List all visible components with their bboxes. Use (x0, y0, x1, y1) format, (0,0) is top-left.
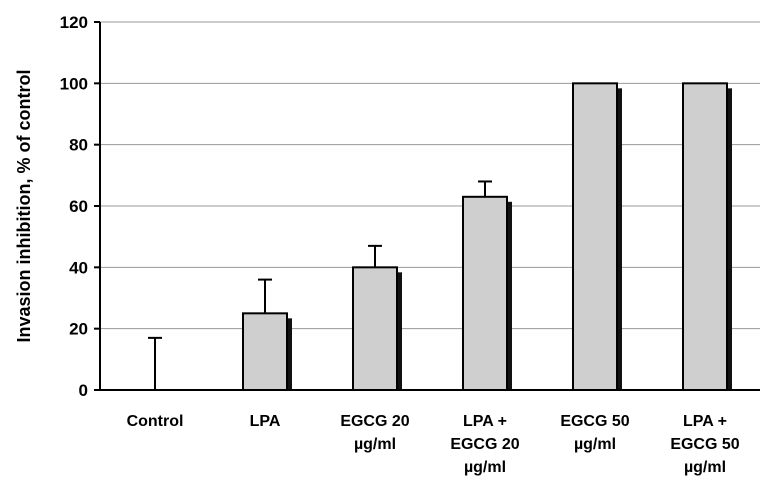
y-tick-label: 80 (69, 136, 88, 155)
y-tick-label: 60 (69, 197, 88, 216)
y-tick-label: 20 (69, 320, 88, 339)
x-category-label-line: µg/ml (464, 459, 506, 476)
bar (572, 82, 618, 391)
x-category-label: EGCG 20 µg/ml (340, 413, 409, 453)
x-category-label-line: Control (127, 413, 184, 430)
x-category-label: Control (127, 413, 184, 430)
gridlines (100, 21, 760, 330)
bar (462, 195, 508, 391)
x-category-label-line: EGCG 20 (450, 436, 519, 453)
y-tick-label: 0 (79, 381, 88, 400)
x-category-label-line: µg/ml (354, 436, 396, 453)
x-category-label-line: µg/ml (574, 436, 616, 453)
x-category-label-line: LPA (250, 413, 281, 430)
y-tick-labels: 0 20 40 60 80 100 120 (60, 13, 88, 400)
bars (242, 82, 732, 392)
x-category-label: LPA (250, 413, 281, 430)
bar (352, 266, 398, 392)
bar (242, 312, 288, 392)
y-tick-label: 100 (60, 74, 88, 93)
error-bars (148, 180, 492, 390)
x-category-label: LPA + EGCG 50 µg/ml (670, 413, 739, 476)
x-category-label-line: µg/ml (684, 459, 726, 476)
x-category-label: EGCG 50 µg/ml (560, 413, 629, 453)
y-tick-label: 40 (69, 258, 88, 277)
axes (94, 21, 760, 391)
bar (682, 82, 728, 391)
x-category-label-line: EGCG 20 (340, 413, 409, 430)
x-category-label-line: LPA + (683, 413, 727, 430)
y-tick-label: 120 (60, 13, 88, 32)
y-axis-title: Invasion inhibition, % of control (14, 70, 34, 343)
x-category-label-line: EGCG 50 (560, 413, 629, 430)
x-category-label-line: EGCG 50 (670, 436, 739, 453)
x-category-label: LPA + EGCG 20 µg/ml (450, 413, 519, 476)
x-category-label-line: LPA + (463, 413, 507, 430)
